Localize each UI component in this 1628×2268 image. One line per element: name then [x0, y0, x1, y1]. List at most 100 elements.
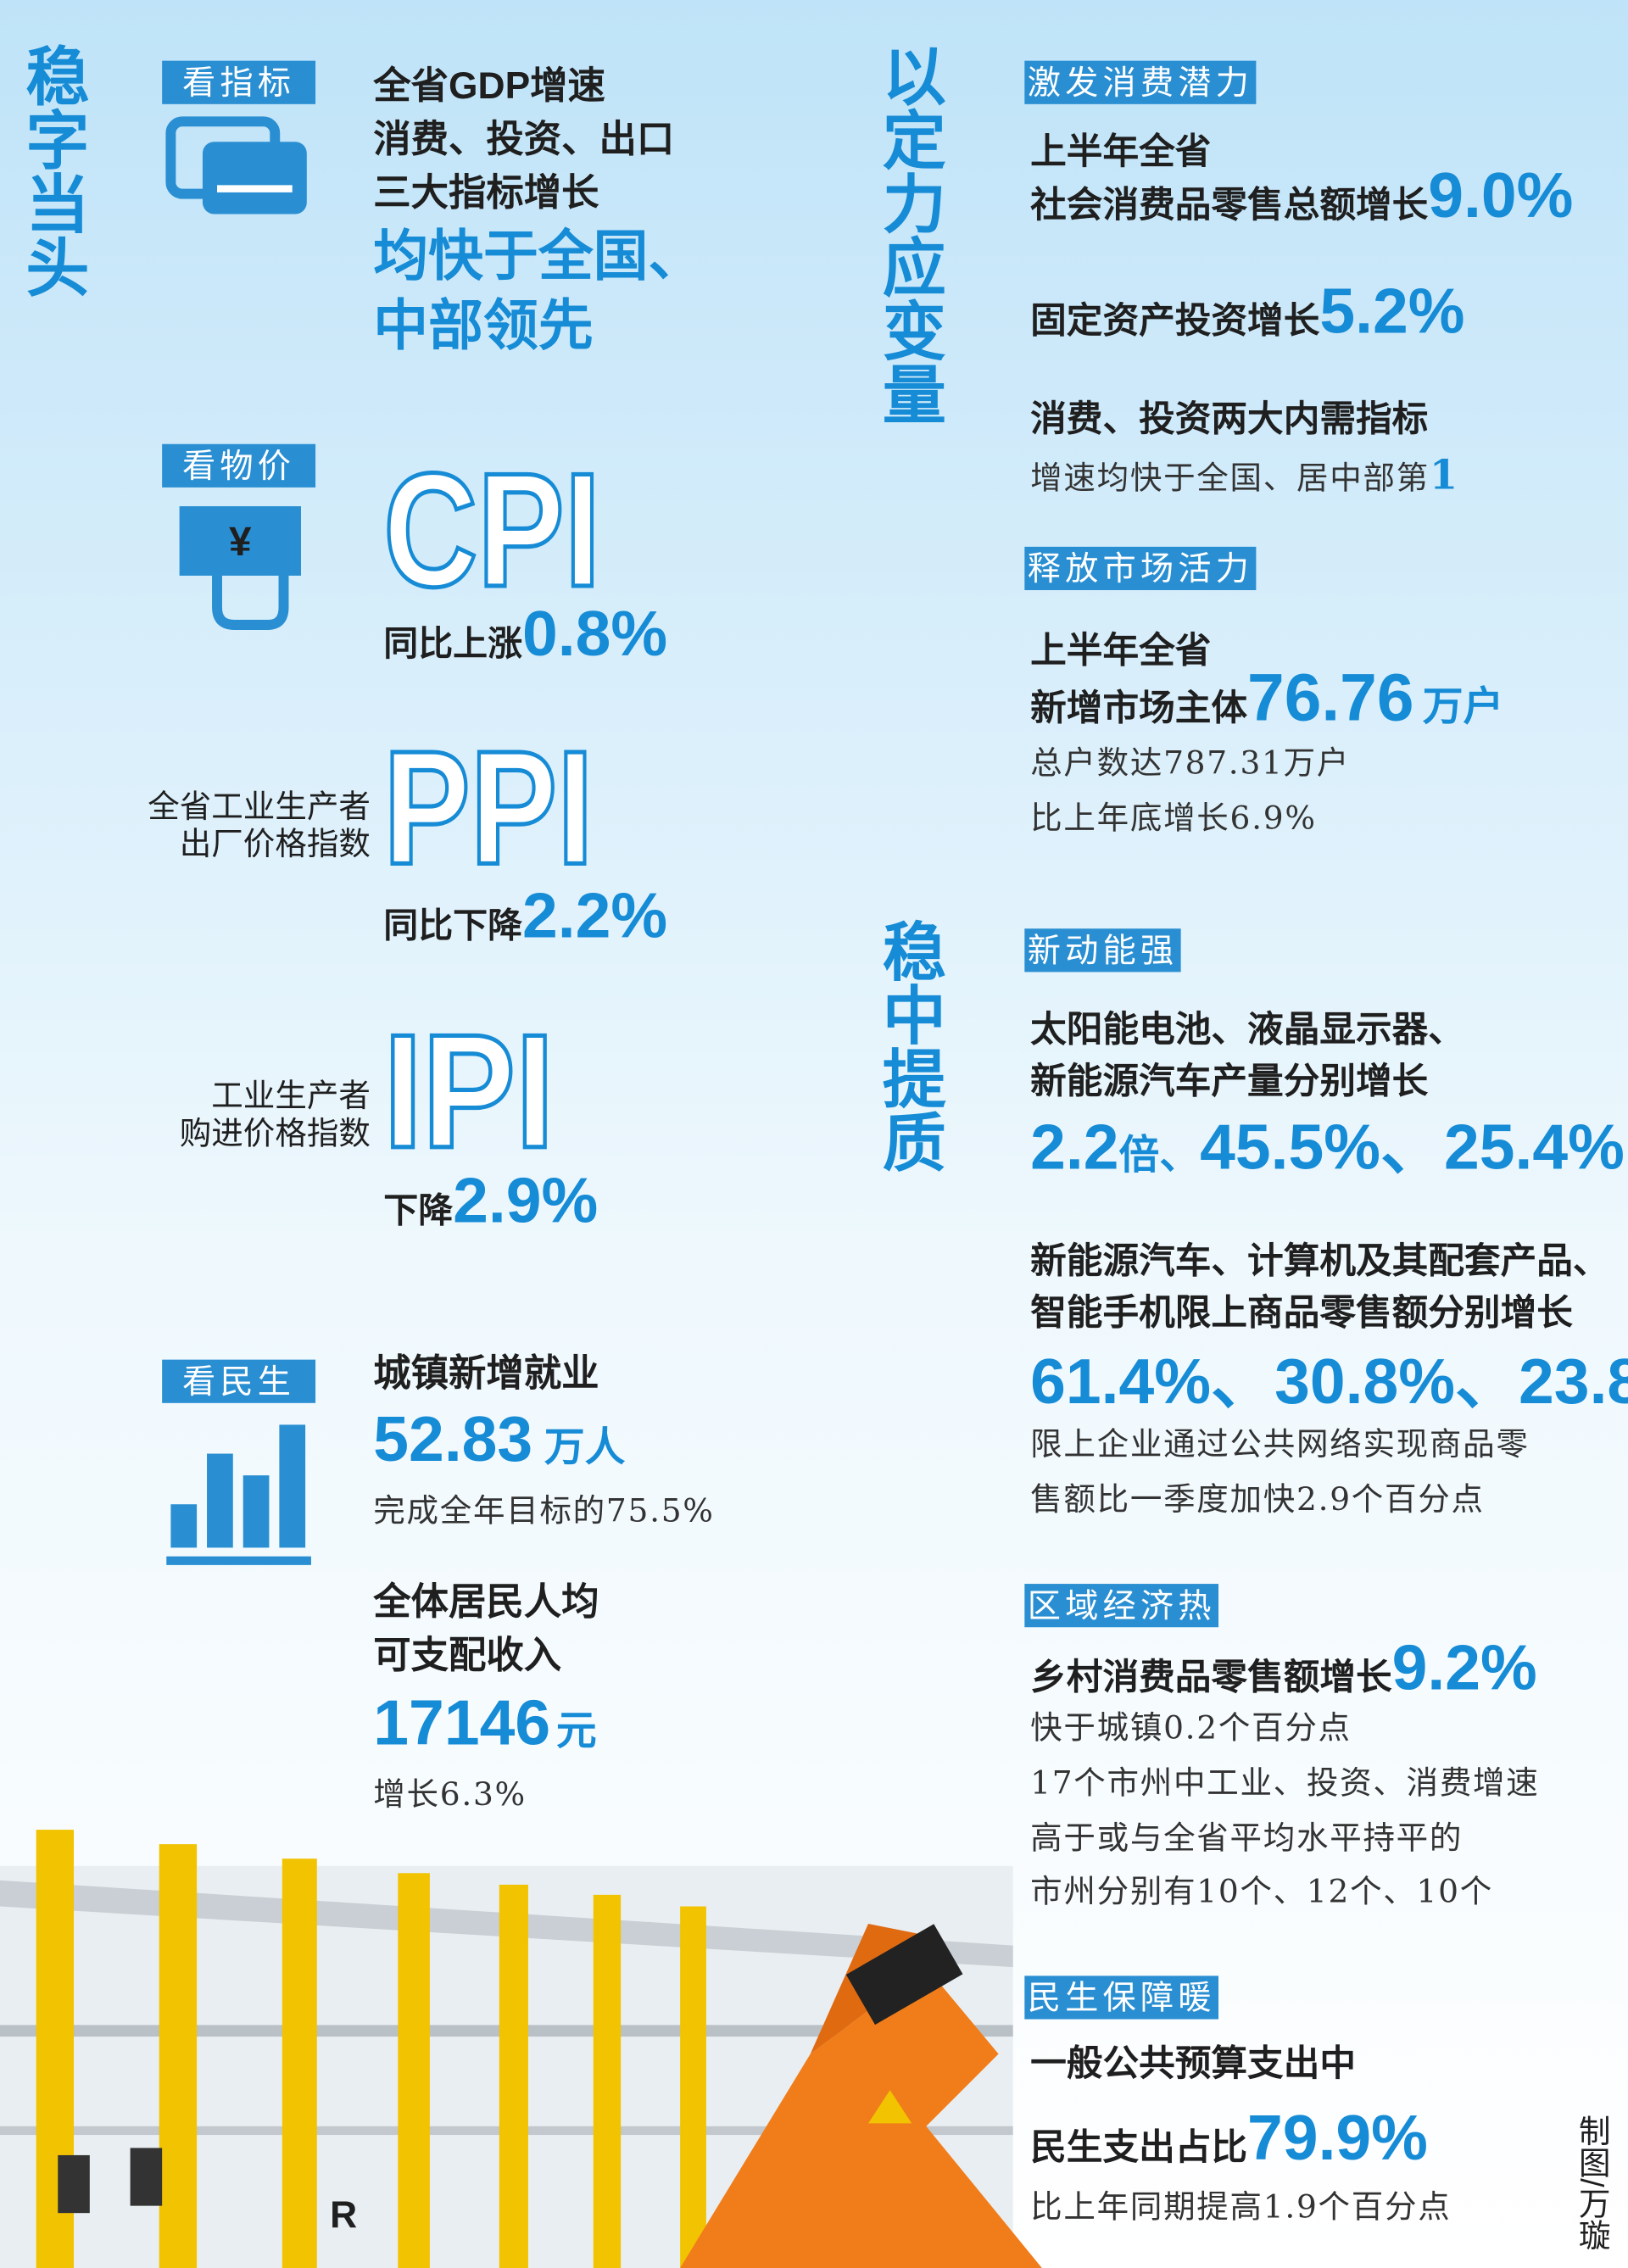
note: 比上年底增长6.9% — [1030, 800, 1317, 837]
stat-line: 新增市场主体76.76 万户 — [1030, 660, 1503, 735]
text-line: 全省GDP增速 — [372, 64, 605, 107]
stat-line: 固定资产投资增长5.2% — [1030, 275, 1464, 346]
label-box — [162, 443, 316, 488]
svg-text:¥: ¥ — [229, 520, 252, 565]
cpi-label: CPI — [383, 440, 600, 621]
section-label: 激发消费潜力 — [1028, 64, 1253, 103]
section-label: 看物价 — [182, 448, 295, 486]
stat-value: 17146 — [373, 1686, 550, 1758]
credit: 制图/万璇 — [1574, 2115, 1609, 2251]
note: 增长6.3% — [373, 1775, 527, 1813]
stat-line: 同比上涨0.8% — [383, 598, 667, 669]
stat-line: 17146 元 — [373, 1686, 596, 1758]
section-heading: 以定力应变量 — [873, 43, 946, 425]
stat-value: 1 — [1430, 452, 1459, 499]
label-box — [1024, 1584, 1219, 1628]
stat-line: 民生支出占比79.9% — [1030, 2102, 1428, 2173]
ppi-label: PPI — [383, 718, 593, 899]
section-label: 看民生 — [182, 1363, 295, 1401]
note: 比上年同期提高1.9个百分点 — [1030, 2187, 1451, 2225]
stat-text: 增速均快于全国、居中部第 — [1030, 460, 1430, 497]
note: 限上企业通过公共网络实现商品零 — [1030, 1425, 1529, 1463]
stat-value: 79.9% — [1247, 2102, 1428, 2173]
stat-line: 乡村消费品零售额增长9.2% — [1030, 1632, 1537, 1703]
desc-line: 全省工业生产者 — [148, 789, 371, 824]
stat-text: 同比上涨 — [383, 624, 522, 663]
stat-unit: 倍、 — [1119, 1133, 1201, 1178]
text-line: 太阳能电池、液晶显示器、 — [1030, 1009, 1464, 1050]
stat-value: 0.8% — [522, 598, 667, 669]
text-line: 上半年全省 — [1030, 131, 1211, 172]
text-line: 一般公共预算支出中 — [1030, 2043, 1356, 2084]
text-line: 新能源汽车、计算机及其配套产品、 — [1030, 1240, 1608, 1281]
stat-value: 5.2% — [1319, 275, 1464, 346]
section-heading: 稳中提质 — [873, 918, 946, 1173]
stat-text: 社会消费品零售总额增长 — [1030, 185, 1428, 226]
note: 完成全年目标的75.5% — [373, 1492, 714, 1530]
stat-text: 下降 — [383, 1191, 453, 1230]
stat-line: 52.83 万人 — [373, 1403, 625, 1474]
stat-value: 9.2% — [1392, 1632, 1537, 1703]
stat-value: 2.9% — [453, 1165, 598, 1236]
desc-line: 出厂价格指数 — [180, 826, 371, 861]
desc-line: 购进价格指数 — [180, 1115, 371, 1151]
text-line: 新能源汽车产量分别增长 — [1030, 1062, 1428, 1102]
bar-icon — [166, 1424, 311, 1565]
stat-value: 61.4%、30.8%、23.8% — [1030, 1346, 1628, 1417]
stat-text: 乡村消费品零售额增长 — [1030, 1658, 1392, 1698]
stat-unit: 万人 — [544, 1425, 626, 1470]
stat-line: 下降2.9% — [383, 1165, 598, 1236]
note: 17个市州中工业、投资、消费增速 — [1030, 1764, 1539, 1801]
note: 快于城镇0.2个百分点 — [1030, 1709, 1352, 1747]
section-label: 区域经济热 — [1028, 1587, 1216, 1625]
stat-value: 45.5%、25.4% — [1200, 1111, 1625, 1182]
stat-text: 民生支出占比 — [1030, 2127, 1247, 2168]
text-line: 消费、投资、出口 — [373, 119, 674, 160]
stat-text: 新增市场主体 — [1030, 688, 1247, 729]
stat-value: 9.0% — [1428, 159, 1573, 231]
label-box — [1024, 60, 1257, 104]
stat-unit: 万户 — [1423, 685, 1504, 730]
label-box — [162, 1359, 316, 1403]
stat-line: 社会消费品零售总额增长9.0% — [1030, 159, 1573, 231]
section-heading: 稳字当头 — [16, 43, 89, 298]
desc-line: 工业生产者 — [211, 1078, 371, 1113]
card-icon — [165, 116, 307, 215]
stat-value: 76.76 — [1247, 660, 1413, 735]
note: 市州分别有10个、12个、10个 — [1030, 1872, 1493, 1909]
stat-text: 同比下降 — [383, 906, 522, 945]
section-label: 民生保障暖 — [1028, 1980, 1216, 2018]
stat-unit: 元 — [556, 1708, 597, 1753]
text-line: 城镇新增就业 — [373, 1352, 599, 1394]
note: 总户数达787.31万户 — [1030, 744, 1350, 782]
section-label: 新动能强 — [1028, 932, 1178, 970]
highlight: 中部领先 — [373, 294, 593, 356]
ipi-label: IPI — [383, 1001, 554, 1182]
stat-line: 2.2倍、45.5%、25.4% — [1030, 1111, 1625, 1182]
note: 高于或与全省平均水平持平的 — [1030, 1819, 1463, 1856]
note: 售额比一季度加快2.9个百分点 — [1030, 1480, 1485, 1518]
text-line: 消费、投资两大内需指标 — [1030, 398, 1428, 439]
stat-value: 52.83 — [373, 1403, 532, 1474]
hand-icon: ¥ — [179, 506, 301, 630]
stat-line: 同比下降2.2% — [383, 879, 667, 950]
stat-line: 增速均快于全国、居中部第1 — [1030, 452, 1459, 499]
svg-text:R: R — [330, 2194, 357, 2236]
factory-photo: R — [0, 1830, 1042, 2268]
stat-text: 固定资产投资增长 — [1030, 300, 1320, 341]
stat-value: 2.2% — [522, 879, 667, 950]
text-line: 三大指标增长 — [373, 172, 599, 214]
label-box — [1024, 1975, 1219, 2020]
label-box — [1024, 928, 1181, 972]
label-box — [1024, 546, 1257, 591]
stat-value: 2.2 — [1030, 1111, 1118, 1182]
section-label: 看指标 — [182, 64, 295, 103]
text-line: 智能手机限上商品零售额分别增长 — [1030, 1293, 1573, 1334]
section-label: 释放市场活力 — [1028, 550, 1253, 588]
text-line: 可支配收入 — [373, 1635, 561, 1676]
highlight: 均快于全国、 — [373, 225, 703, 287]
label-box — [162, 60, 316, 104]
text-line: 上半年全省 — [1030, 629, 1211, 671]
text-line: 全体居民人均 — [372, 1580, 599, 1623]
